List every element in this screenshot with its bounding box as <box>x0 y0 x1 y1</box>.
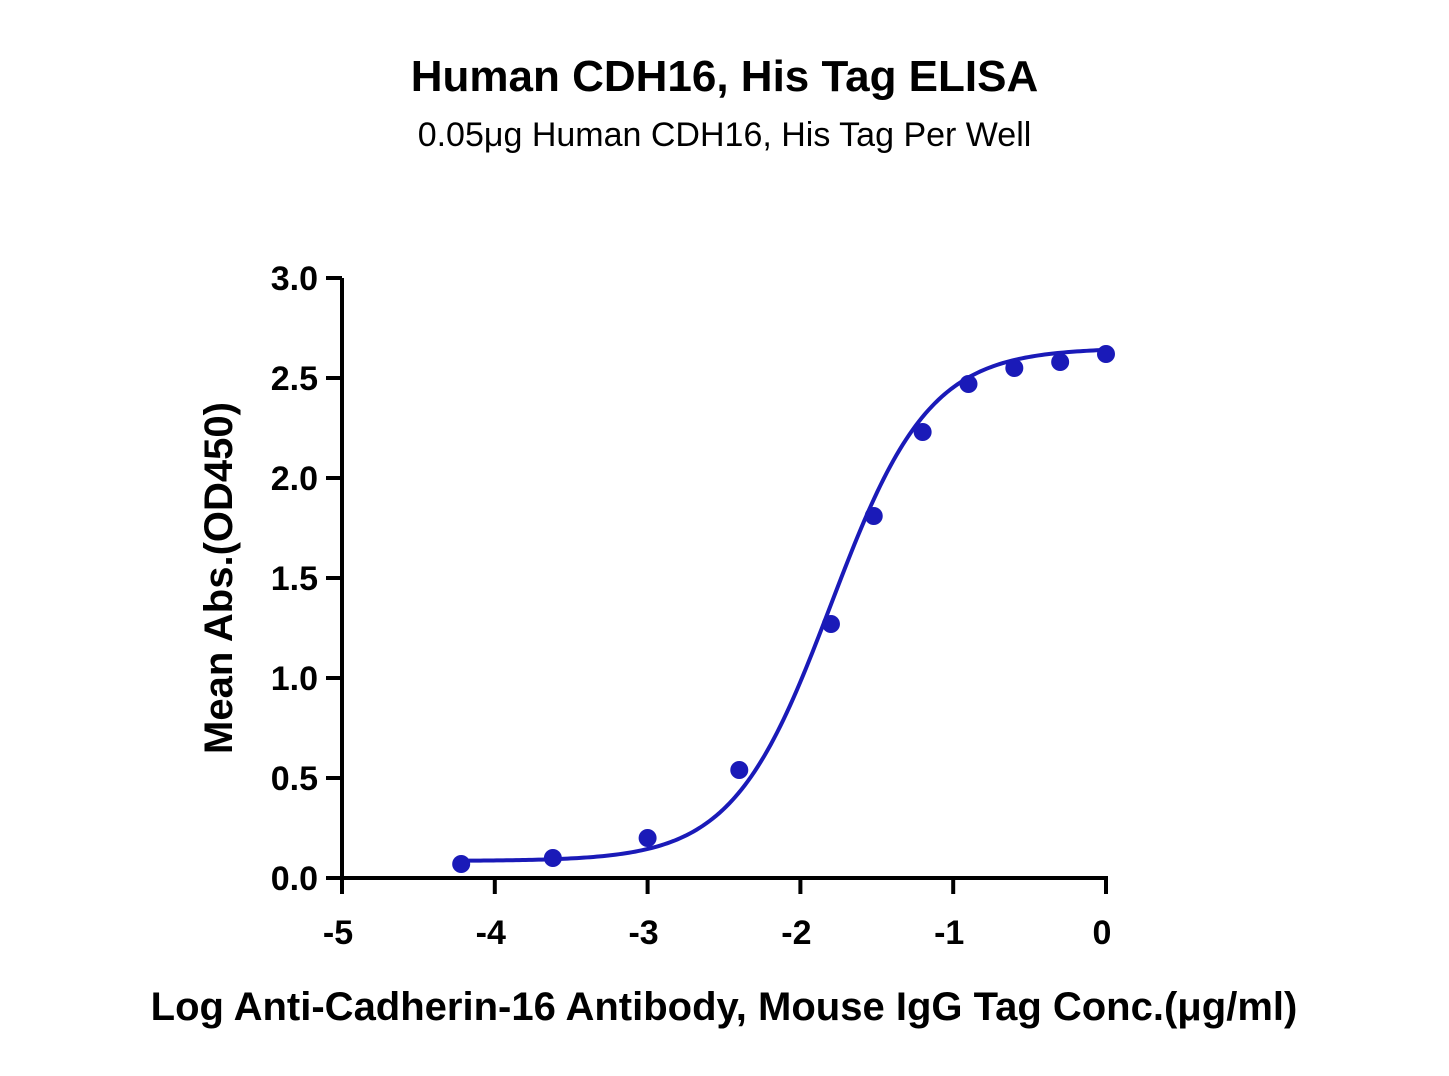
fit-curve-layer <box>461 347 1107 863</box>
chart-title: Human CDH16, His Tag ELISA <box>410 52 1039 101</box>
y-tick-label: 0.5 <box>271 760 318 798</box>
data-point <box>1097 345 1115 363</box>
x-axis-title: Log Anti-Cadherin-16 Antibody, Mouse IgG… <box>151 985 1298 1029</box>
y-tick-label: 0.0 <box>271 860 318 898</box>
data-point <box>959 375 978 393</box>
y-tick-label: 2.5 <box>271 360 318 398</box>
x-tick-label: -4 <box>476 914 506 952</box>
axes: 0.0 0.5 1.0 1.5 2.0 2.5 3.0 -5 -4 -3 -2 -1 0 <box>271 260 1112 952</box>
data-point <box>1051 353 1070 371</box>
x-tick-label: 0 <box>1093 914 1112 952</box>
y-tick-label: 1.5 <box>271 560 318 598</box>
x-tick-label: -3 <box>628 914 658 952</box>
data-point <box>821 615 840 633</box>
data-point <box>543 849 562 867</box>
x-tick-label: -5 <box>323 914 353 952</box>
y-tick-label: 3.0 <box>271 260 318 298</box>
x-tick-label: -2 <box>781 914 811 952</box>
data-point <box>452 855 471 873</box>
data-point <box>913 423 932 441</box>
x-tick-label: -1 <box>934 914 964 952</box>
chart-subtitle: 0.05μg Human CDH16, His Tag Per Well <box>417 116 1032 154</box>
y-axis-title: Mean Abs.(OD450) <box>197 402 241 754</box>
fit-curve <box>461 347 1107 863</box>
y-tick-label: 1.0 <box>271 660 318 698</box>
y-tick-label: 2.0 <box>271 460 318 498</box>
data-point <box>730 761 749 779</box>
data-point <box>1005 359 1024 377</box>
data-points-layer <box>452 345 1115 873</box>
data-point <box>864 507 883 525</box>
data-point <box>638 829 657 847</box>
